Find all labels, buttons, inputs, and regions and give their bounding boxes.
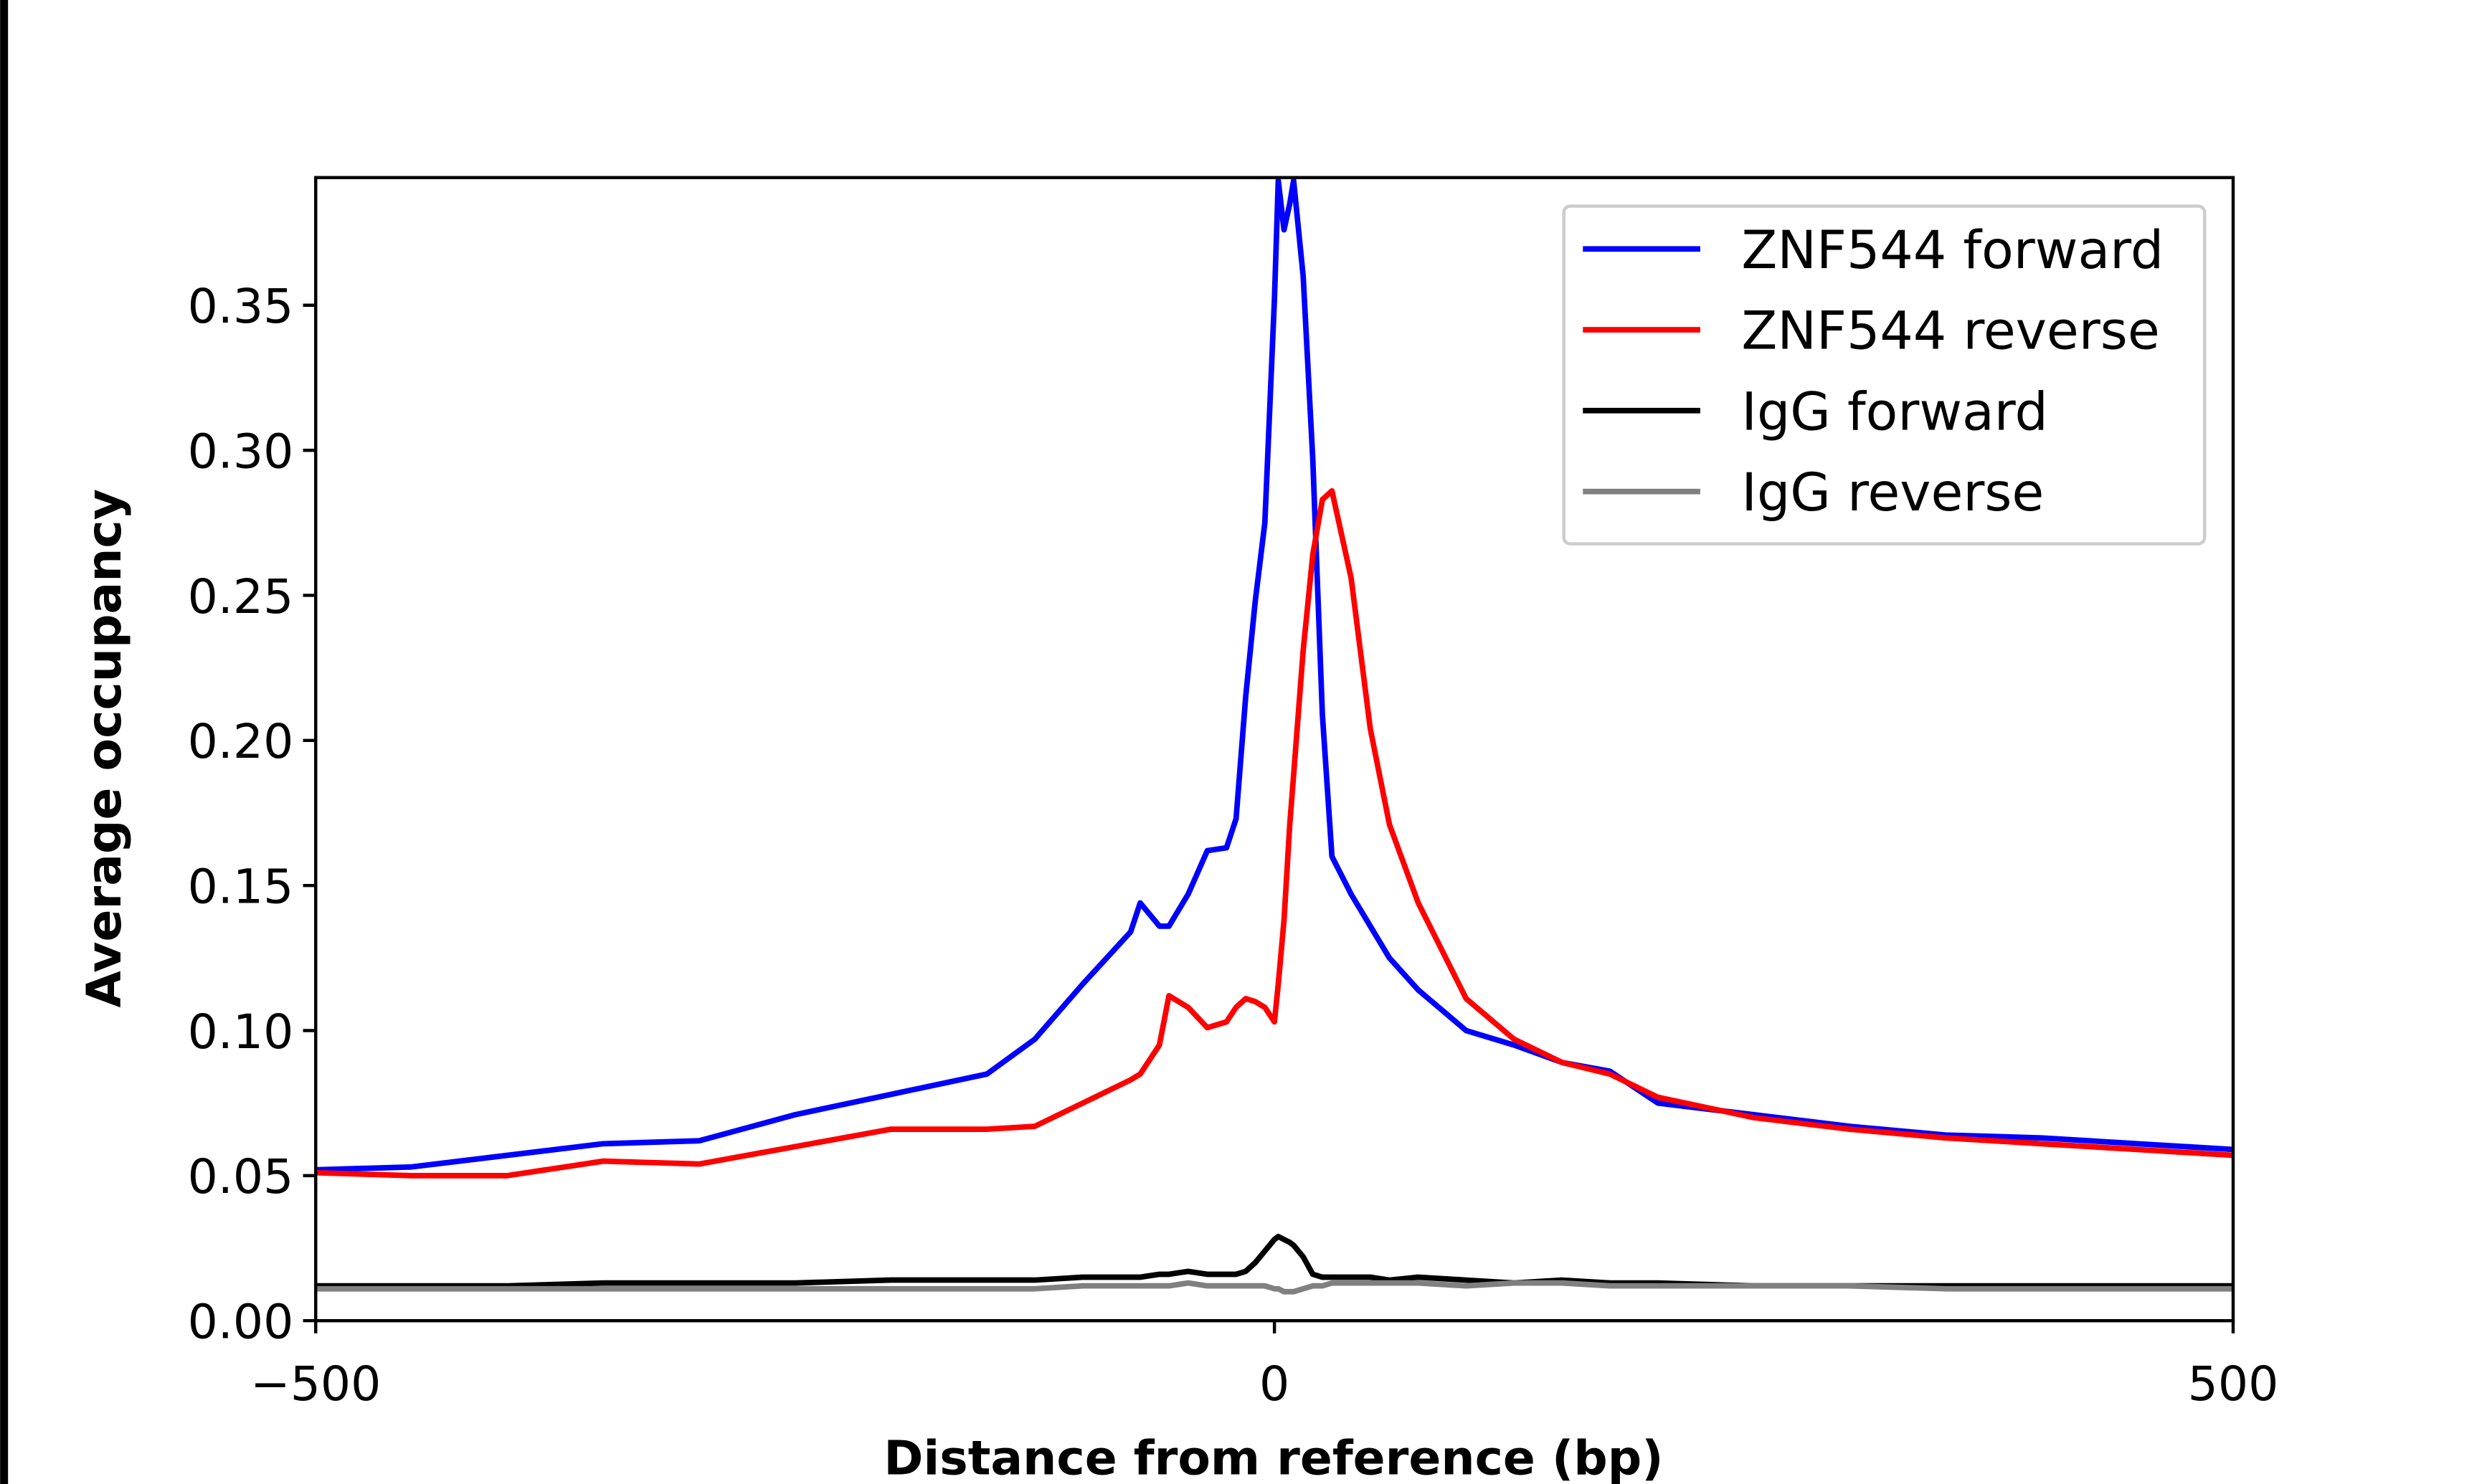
series-line <box>316 1233 2234 1289</box>
x-axis-label: Distance from reference (bp) <box>884 1430 1663 1484</box>
x-tick-label: −500 <box>250 1356 381 1412</box>
legend-label: IgG reverse <box>1741 462 2044 523</box>
left-border <box>0 0 9 1484</box>
y-tick-label: 0.05 <box>188 1148 294 1204</box>
y-tick-label: 0.20 <box>188 713 294 769</box>
series-line <box>316 487 2234 1179</box>
y-tick-label: 0.15 <box>188 858 294 914</box>
y-tick-label: 0.00 <box>188 1294 294 1350</box>
y-tick-label: 0.35 <box>188 278 294 334</box>
y-tick-label: 0.30 <box>188 423 294 479</box>
plot-area <box>316 177 2234 1295</box>
x-tick-label: 500 <box>2188 1356 2279 1412</box>
legend-box <box>1562 204 2207 546</box>
series-line <box>316 1280 2234 1295</box>
legend-label: ZNF544 reverse <box>1741 301 2159 362</box>
legend-label: IgG forward <box>1741 381 2047 442</box>
x-tick-label: 0 <box>1259 1356 1289 1412</box>
y-tick-label: 0.25 <box>188 569 294 624</box>
y-axis-label: Average occupancy <box>76 489 132 1008</box>
y-tick-label: 0.10 <box>188 1004 294 1060</box>
legend-label: ZNF544 forward <box>1741 220 2164 281</box>
